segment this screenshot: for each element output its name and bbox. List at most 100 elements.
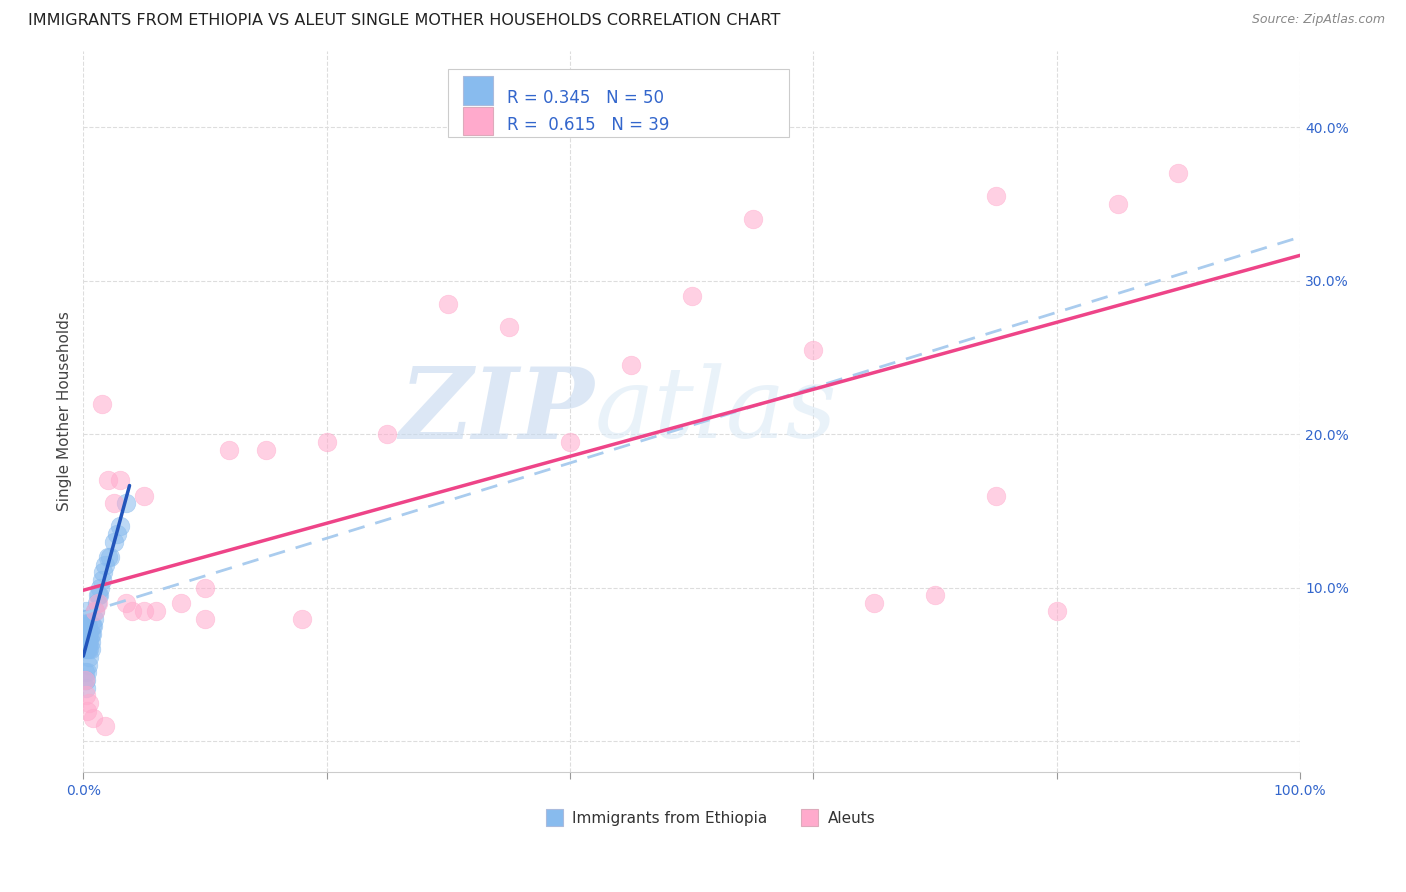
- FancyBboxPatch shape: [463, 106, 494, 136]
- Point: [90, 397, 112, 411]
- Point: [98, 550, 121, 565]
- Point: [77, 657, 100, 672]
- Point: [924, 589, 946, 603]
- Point: [80, 627, 103, 641]
- Point: [108, 474, 131, 488]
- Point: [1107, 197, 1129, 211]
- Point: [76, 665, 98, 680]
- Point: [80, 619, 103, 633]
- Point: [84, 604, 107, 618]
- Point: [90, 573, 112, 587]
- Point: [801, 343, 824, 357]
- Point: [79, 634, 101, 648]
- Text: atlas: atlas: [595, 364, 837, 459]
- Point: [79, 634, 101, 648]
- Point: [94, 719, 117, 733]
- Point: [75, 634, 97, 648]
- Point: [75, 681, 97, 695]
- Point: [87, 589, 110, 603]
- Point: [73, 611, 96, 625]
- Point: [108, 519, 131, 533]
- Point: [77, 619, 100, 633]
- Point: [75, 688, 97, 702]
- Point: [82, 619, 104, 633]
- Point: [134, 489, 156, 503]
- Point: [76, 611, 98, 625]
- Point: [115, 496, 138, 510]
- Point: [73, 673, 96, 687]
- Point: [105, 527, 128, 541]
- Point: [1167, 166, 1189, 180]
- Point: [73, 665, 96, 680]
- Text: Aleuts: Aleuts: [828, 811, 876, 826]
- Point: [76, 642, 98, 657]
- Point: [75, 619, 97, 633]
- Point: [82, 711, 104, 725]
- Point: [121, 604, 143, 618]
- Point: [75, 604, 97, 618]
- Point: [89, 581, 111, 595]
- Point: [218, 442, 240, 457]
- Point: [73, 627, 96, 641]
- FancyBboxPatch shape: [801, 809, 818, 826]
- Point: [863, 596, 886, 610]
- Point: [75, 627, 97, 641]
- Point: [97, 474, 120, 488]
- FancyBboxPatch shape: [546, 809, 562, 826]
- Text: ZIP: ZIP: [399, 363, 595, 459]
- Point: [291, 611, 314, 625]
- Point: [984, 189, 1007, 203]
- Point: [437, 297, 460, 311]
- Point: [558, 435, 581, 450]
- Point: [377, 427, 399, 442]
- Point: [194, 611, 217, 625]
- Point: [94, 558, 117, 572]
- Point: [620, 359, 643, 373]
- Point: [498, 319, 520, 334]
- Point: [77, 642, 100, 657]
- Point: [76, 704, 98, 718]
- Point: [1046, 604, 1069, 618]
- Point: [97, 550, 120, 565]
- Point: [77, 634, 100, 648]
- Point: [79, 627, 101, 641]
- Point: [73, 619, 96, 633]
- Point: [84, 604, 107, 618]
- Point: [115, 596, 138, 610]
- Point: [79, 642, 101, 657]
- Point: [169, 596, 191, 610]
- Point: [91, 566, 114, 580]
- FancyBboxPatch shape: [463, 77, 494, 105]
- Point: [75, 642, 97, 657]
- Point: [254, 442, 277, 457]
- Point: [75, 611, 97, 625]
- Point: [315, 435, 337, 450]
- Point: [103, 534, 125, 549]
- Point: [134, 604, 156, 618]
- Point: [681, 289, 703, 303]
- Point: [145, 604, 167, 618]
- Text: R = 0.345   N = 50: R = 0.345 N = 50: [506, 89, 664, 107]
- Point: [76, 634, 98, 648]
- Text: Source: ZipAtlas.com: Source: ZipAtlas.com: [1251, 13, 1385, 27]
- Point: [79, 696, 101, 710]
- Point: [83, 611, 105, 625]
- Point: [103, 496, 125, 510]
- Point: [73, 673, 96, 687]
- Point: [87, 596, 110, 610]
- Text: R =  0.615   N = 39: R = 0.615 N = 39: [506, 116, 669, 135]
- Y-axis label: Single Mother Households: Single Mother Households: [58, 311, 72, 511]
- Point: [76, 619, 98, 633]
- Point: [86, 596, 108, 610]
- Text: IMMIGRANTS FROM ETHIOPIA VS ALEUT SINGLE MOTHER HOUSEHOLDS CORRELATION CHART: IMMIGRANTS FROM ETHIOPIA VS ALEUT SINGLE…: [28, 13, 780, 29]
- Point: [76, 627, 98, 641]
- Point: [77, 627, 100, 641]
- Point: [73, 634, 96, 648]
- Point: [79, 627, 101, 641]
- FancyBboxPatch shape: [449, 69, 789, 137]
- Text: Immigrants from Ethiopia: Immigrants from Ethiopia: [572, 811, 768, 826]
- Point: [87, 589, 110, 603]
- Point: [984, 489, 1007, 503]
- Point: [79, 642, 101, 657]
- Point: [194, 581, 217, 595]
